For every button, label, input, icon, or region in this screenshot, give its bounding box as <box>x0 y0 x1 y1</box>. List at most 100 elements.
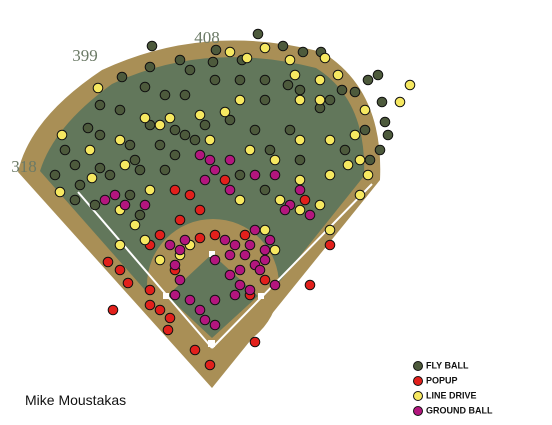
hit-point <box>269 279 281 291</box>
distance-label: 399 <box>72 46 98 65</box>
legend-label: POPUP <box>426 375 458 385</box>
hit-point <box>116 71 128 83</box>
hit-point <box>209 229 221 241</box>
hit-point <box>139 199 151 211</box>
hit-point <box>359 104 371 116</box>
legend-marker <box>413 406 423 416</box>
hit-point <box>304 279 316 291</box>
hit-point <box>274 194 286 206</box>
hit-point <box>159 89 171 101</box>
hit-point <box>294 134 306 146</box>
hit-point <box>269 244 281 256</box>
hit-point <box>249 169 261 181</box>
player-name: Mike Moustakas <box>25 392 126 408</box>
hit-point <box>89 199 101 211</box>
hit-point <box>249 124 261 136</box>
hit-point <box>294 204 306 216</box>
hit-point <box>129 154 141 166</box>
hit-point <box>209 319 221 331</box>
hit-point <box>104 169 116 181</box>
hit-point <box>219 234 231 246</box>
hit-point <box>239 229 251 241</box>
foul-line <box>77 191 213 349</box>
hit-point <box>299 194 311 206</box>
hit-point <box>362 169 374 181</box>
hit-point <box>376 96 388 108</box>
hit-point <box>362 74 374 86</box>
hit-point <box>59 144 71 156</box>
hit-point <box>82 122 94 134</box>
hit-point <box>259 94 271 106</box>
hit-point <box>199 314 211 326</box>
hit-point <box>314 94 326 106</box>
hit-point <box>324 169 336 181</box>
hit-point <box>209 254 221 266</box>
hit-point <box>264 234 276 246</box>
hit-point <box>124 139 136 151</box>
hit-point <box>349 129 361 141</box>
hit-point <box>174 54 186 66</box>
hit-point <box>179 129 191 141</box>
legend-marker <box>413 391 423 401</box>
hit-point <box>184 64 196 76</box>
hit-point <box>189 344 201 356</box>
hit-point <box>154 304 166 316</box>
hit-point <box>241 52 253 64</box>
hit-point <box>314 199 326 211</box>
hit-point <box>244 239 256 251</box>
hit-point <box>74 179 86 191</box>
hit-point <box>146 40 158 52</box>
hit-point <box>102 256 114 268</box>
hit-point <box>234 169 246 181</box>
legend-label: FLY BALL <box>426 360 469 370</box>
hit-point <box>204 154 216 166</box>
hit-point <box>359 124 371 136</box>
hit-point <box>249 336 261 348</box>
hit-point <box>169 289 181 301</box>
hit-point <box>372 69 384 81</box>
hit-point <box>194 304 206 316</box>
hit-point <box>162 324 174 336</box>
hit-point <box>204 359 216 371</box>
hit-point <box>324 94 336 106</box>
hit-point <box>234 264 246 276</box>
hit-point <box>324 134 336 146</box>
hit-point <box>234 94 246 106</box>
hit-point <box>144 284 156 296</box>
hit-point <box>349 86 361 98</box>
hit-point <box>194 204 206 216</box>
hit-point <box>394 96 406 108</box>
hit-point <box>224 249 236 261</box>
hit-point <box>219 174 231 186</box>
hit-point <box>284 124 296 136</box>
hit-point <box>139 234 151 246</box>
hit-point <box>184 189 196 201</box>
hit-point <box>249 224 261 236</box>
hit-point <box>234 74 246 86</box>
hit-point <box>382 129 394 141</box>
hit-point <box>184 294 196 306</box>
hit-point <box>114 134 126 146</box>
distance-label: 318 <box>11 157 37 176</box>
hit-point <box>174 274 186 286</box>
hit-point <box>224 46 236 58</box>
hit-point <box>269 154 281 166</box>
hit-point <box>174 244 186 256</box>
hit-point <box>69 194 81 206</box>
hit-point <box>259 274 271 286</box>
hit-point <box>259 254 271 266</box>
hit-point <box>224 154 236 166</box>
hit-point <box>164 239 176 251</box>
hit-point <box>194 149 206 161</box>
hit-point <box>174 214 186 226</box>
hit-point <box>194 109 206 121</box>
hit-point <box>284 54 296 66</box>
hit-point <box>289 69 301 81</box>
foul-line <box>211 183 373 349</box>
hit-point <box>139 112 151 124</box>
home-plate <box>208 340 215 347</box>
hit-point <box>164 312 176 324</box>
hit-point <box>294 184 306 196</box>
hit-point <box>259 42 271 54</box>
